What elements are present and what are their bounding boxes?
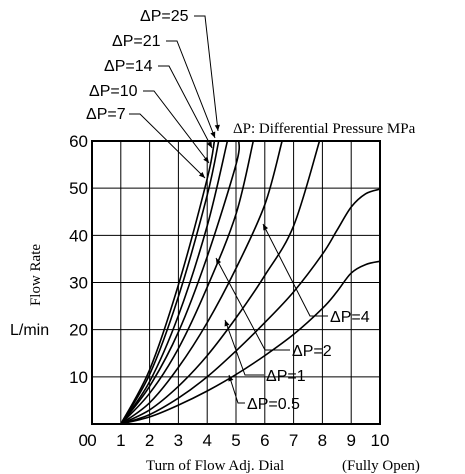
tick-labels: 0 1 2 3 4 5 6 7 8 9 10 0 10 20 30 40 50 60 — [69, 132, 389, 450]
x-tick-label: 10 — [371, 431, 390, 450]
leader-arrowhead — [210, 131, 216, 138]
leader-arrowhead — [214, 124, 220, 131]
series-label: ΔP=1 — [266, 368, 306, 385]
x-tick-label: 7 — [289, 431, 298, 450]
y-tick-label: 60 — [69, 132, 88, 151]
y-axis-unit: L/min — [10, 322, 49, 339]
x-axis-label: Turn of Flow Adj. Dial — [146, 458, 284, 474]
y-tick-label: 0 — [79, 431, 88, 450]
series-curve — [120, 140, 321, 425]
series-leader-line — [228, 374, 245, 404]
series-curve — [120, 140, 229, 425]
x-tick-label: 2 — [145, 431, 154, 450]
x-axis-fully-open-note: (Fully Open) — [342, 458, 420, 474]
grid — [92, 141, 380, 424]
leader-arrowhead — [228, 375, 234, 382]
series-leader-line — [158, 65, 213, 149]
y-tick-label: 10 — [69, 368, 88, 387]
leader-arrowhead — [206, 141, 212, 148]
leader-arrowhead — [198, 171, 205, 178]
x-tick-label: 9 — [346, 431, 355, 450]
leader-arrowhead — [203, 156, 209, 163]
series-leader-line — [129, 113, 206, 179]
curves — [120, 140, 381, 425]
series-curve — [120, 140, 255, 425]
differential-pressure-annotation: ΔP: Differential Pressure MPa — [233, 121, 416, 137]
series-label: ΔP=2 — [292, 343, 332, 360]
x-tick-label: 8 — [318, 431, 327, 450]
series-leader-line — [215, 257, 290, 351]
series-curve — [120, 260, 381, 425]
series-label: ΔP=14 — [104, 58, 153, 75]
series-leader-line — [143, 90, 210, 164]
series-leader-line — [262, 223, 328, 317]
series-label: ΔP=10 — [89, 83, 138, 100]
leader-arrowhead — [216, 258, 222, 265]
y-tick-label: 20 — [69, 321, 88, 340]
x-tick-label: 3 — [174, 431, 183, 450]
series-leader-line — [224, 319, 264, 376]
series-label: ΔP=7 — [86, 106, 126, 123]
series-leader-line — [166, 40, 216, 139]
series-leader-line — [194, 15, 219, 132]
series-labels: ΔP=0.5 ΔP=1 ΔP=2 ΔP=4 ΔP=7 ΔP=10 ΔP=14 ΔP=21 ΔP=… — [86, 8, 370, 413]
series-label: ΔP=25 — [140, 8, 189, 25]
leader-arrowhead — [263, 224, 269, 231]
x-tick-label: 5 — [231, 431, 240, 450]
y-tick-label: 50 — [69, 179, 88, 198]
x-tick-label: 1 — [116, 431, 125, 450]
series-label: ΔP=4 — [330, 309, 370, 326]
x-tick-label: 4 — [202, 431, 211, 450]
y-axis-label: Flow Rate — [28, 244, 44, 306]
series-label: ΔP=21 — [112, 33, 161, 50]
x-tick-label: 6 — [260, 431, 269, 450]
plot-frame — [91, 140, 381, 425]
series-curve — [120, 188, 381, 425]
x-tick-label: 0 — [87, 431, 96, 450]
series-curve — [120, 140, 241, 425]
series-curve — [120, 140, 283, 425]
leader-lines — [129, 15, 328, 404]
y-tick-label: 40 — [69, 226, 88, 245]
leader-arrowhead — [224, 320, 230, 327]
series-curve — [120, 140, 220, 425]
series-label: ΔP=0.5 — [247, 396, 300, 413]
y-tick-label: 30 — [69, 274, 88, 293]
series-curve — [120, 140, 216, 425]
